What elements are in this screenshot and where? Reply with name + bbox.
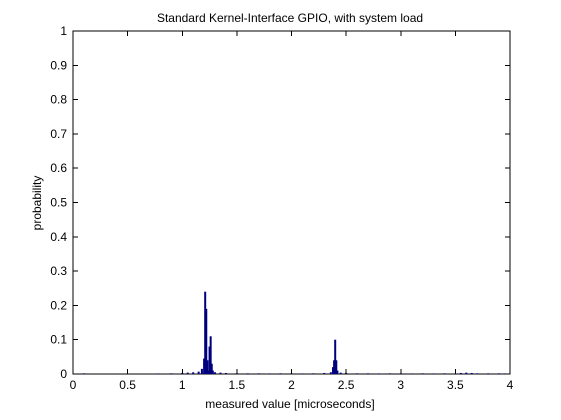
- x-tick-label-1: 0.5: [119, 378, 136, 392]
- bar-1: [157, 373, 160, 374]
- bar-26: [301, 373, 304, 374]
- bar-2: [170, 373, 173, 374]
- y-tick-label-10: 1: [60, 24, 67, 38]
- bar-13: [208, 346, 211, 374]
- bar-9: [204, 291, 207, 374]
- y-tick-label-0: 0: [60, 367, 67, 381]
- y-tick-label-3: 0.3: [50, 264, 67, 278]
- y-tick-label-6: 0.6: [50, 161, 67, 175]
- bar-12: [207, 370, 210, 374]
- y-tick-label-4: 0.4: [50, 230, 67, 244]
- bar-38: [366, 373, 369, 374]
- bar-18: [219, 372, 222, 374]
- bar-24: [279, 373, 282, 374]
- bar-47: [459, 372, 462, 374]
- x-tick-label-0: 0: [70, 378, 77, 392]
- x-tick-label-7: 3.5: [447, 378, 464, 392]
- bar-40: [388, 373, 391, 374]
- y-tick-label-2: 0.2: [50, 298, 67, 312]
- bar-48: [465, 372, 468, 374]
- bar-52: [498, 373, 501, 374]
- bar-17: [214, 372, 217, 374]
- x-tick-label-5: 2.5: [338, 378, 355, 392]
- x-tick-label-2: 1: [179, 378, 186, 392]
- bar-44: [432, 373, 435, 374]
- bar-37: [356, 373, 359, 374]
- x-tick-label-8: 4: [507, 378, 514, 392]
- bar-6: [197, 371, 200, 374]
- bar-4: [186, 372, 189, 374]
- bar-7: [200, 368, 203, 374]
- y-tick-label-9: 0.9: [50, 58, 67, 72]
- bar-27: [312, 373, 315, 374]
- bar-50: [476, 373, 479, 374]
- y-tick-label-1: 0.1: [50, 333, 67, 347]
- x-tick-label-3: 1.5: [229, 378, 246, 392]
- bar-32: [334, 339, 337, 374]
- bar-10: [205, 308, 208, 374]
- bar-51: [487, 373, 490, 374]
- bar-5: [192, 372, 195, 374]
- bar-29: [329, 372, 332, 374]
- plot-frame: [72, 30, 511, 375]
- y-tick-label-7: 0.7: [50, 127, 67, 141]
- bar-14: [209, 336, 212, 374]
- bar-31: [333, 360, 336, 374]
- bar-39: [377, 373, 380, 374]
- plot-area: 0 0.5 1 1.5 2 2.5 3 3.5 4 0 0.1 0.2 0.3 0.4 0.5 0.6 0.7 0…: [50, 24, 513, 392]
- bar-34: [336, 370, 339, 374]
- bar-19: [224, 372, 227, 374]
- bar-8: [203, 358, 206, 374]
- bar-30: [332, 367, 335, 374]
- bar-53: [503, 373, 506, 374]
- bar-43: [421, 373, 424, 374]
- chart-title: Standard Kernel-Interface GPIO, with sys…: [157, 11, 423, 25]
- bar-16: [211, 370, 214, 374]
- bar-33: [335, 360, 338, 374]
- bar-0: [82, 373, 85, 374]
- bar-45: [443, 373, 446, 374]
- x-axis-label: measured value [microseconds]: [205, 397, 374, 411]
- bar-21: [246, 373, 249, 374]
- y-tick-label-8: 0.8: [50, 93, 67, 107]
- x-tick-label-6: 3: [397, 378, 404, 392]
- y-tick-label-5: 0.5: [50, 196, 67, 210]
- bar-28: [323, 372, 326, 374]
- bar-35: [339, 372, 342, 374]
- bar-15: [210, 363, 213, 374]
- y-axis-label: probability: [30, 176, 44, 231]
- bar-22: [257, 373, 260, 374]
- bar-49: [470, 372, 473, 374]
- bar-42: [410, 373, 413, 374]
- bar-23: [268, 373, 271, 374]
- x-tick-label-4: 2: [288, 378, 295, 392]
- bar-11: [206, 360, 209, 374]
